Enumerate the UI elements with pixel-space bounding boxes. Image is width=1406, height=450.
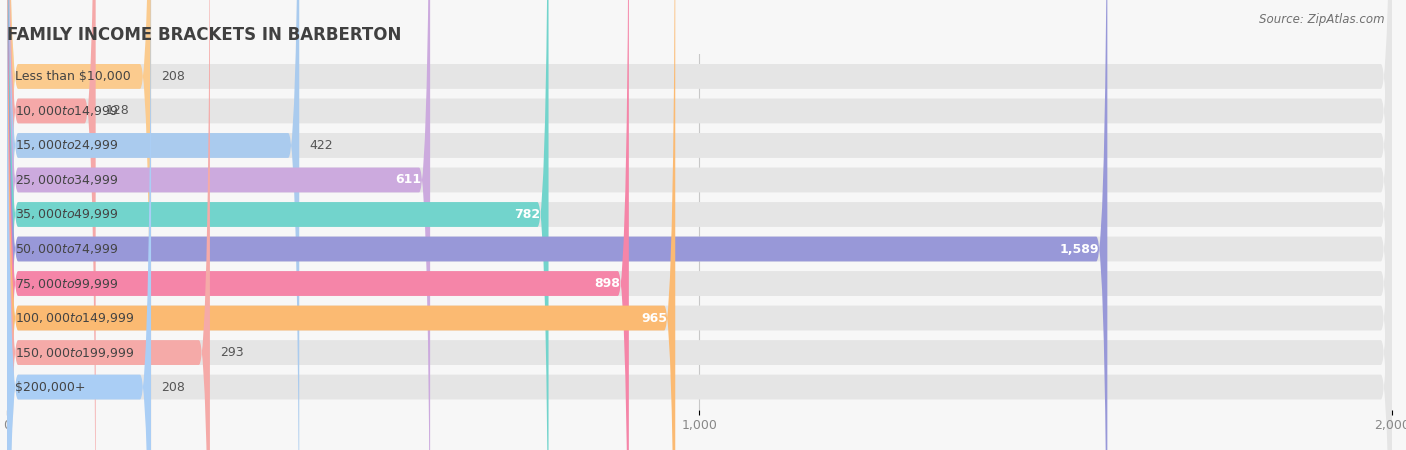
FancyBboxPatch shape [7,0,1392,450]
Text: $25,000 to $34,999: $25,000 to $34,999 [15,173,120,187]
FancyBboxPatch shape [7,0,299,450]
FancyBboxPatch shape [7,0,430,450]
Text: $35,000 to $49,999: $35,000 to $49,999 [15,207,120,221]
Text: 208: 208 [162,381,186,394]
Text: 1,589: 1,589 [1060,243,1099,256]
FancyBboxPatch shape [7,0,1392,450]
FancyBboxPatch shape [7,0,150,450]
Text: 422: 422 [309,139,333,152]
FancyBboxPatch shape [7,0,96,450]
FancyBboxPatch shape [7,0,150,450]
FancyBboxPatch shape [7,0,548,450]
Text: 782: 782 [515,208,540,221]
FancyBboxPatch shape [7,0,209,450]
Text: 611: 611 [395,174,422,186]
FancyBboxPatch shape [7,0,675,450]
FancyBboxPatch shape [7,0,1392,450]
Text: $200,000+: $200,000+ [15,381,86,394]
FancyBboxPatch shape [7,0,1392,450]
FancyBboxPatch shape [7,0,1108,450]
FancyBboxPatch shape [7,0,1392,450]
Text: $100,000 to $149,999: $100,000 to $149,999 [15,311,135,325]
FancyBboxPatch shape [7,0,1392,450]
Text: $150,000 to $199,999: $150,000 to $199,999 [15,346,135,360]
Text: Source: ZipAtlas.com: Source: ZipAtlas.com [1260,14,1385,27]
Text: 293: 293 [221,346,243,359]
FancyBboxPatch shape [7,0,1392,450]
Text: $75,000 to $99,999: $75,000 to $99,999 [15,276,120,291]
Text: $50,000 to $74,999: $50,000 to $74,999 [15,242,120,256]
Text: 128: 128 [105,104,129,117]
FancyBboxPatch shape [7,0,1392,450]
FancyBboxPatch shape [7,0,1392,450]
Text: $10,000 to $14,999: $10,000 to $14,999 [15,104,120,118]
Text: FAMILY INCOME BRACKETS IN BARBERTON: FAMILY INCOME BRACKETS IN BARBERTON [7,26,401,44]
Text: 208: 208 [162,70,186,83]
FancyBboxPatch shape [7,0,1392,450]
FancyBboxPatch shape [7,0,628,450]
Text: 965: 965 [641,311,666,324]
Text: 898: 898 [595,277,620,290]
Text: Less than $10,000: Less than $10,000 [15,70,131,83]
Text: $15,000 to $24,999: $15,000 to $24,999 [15,139,120,153]
